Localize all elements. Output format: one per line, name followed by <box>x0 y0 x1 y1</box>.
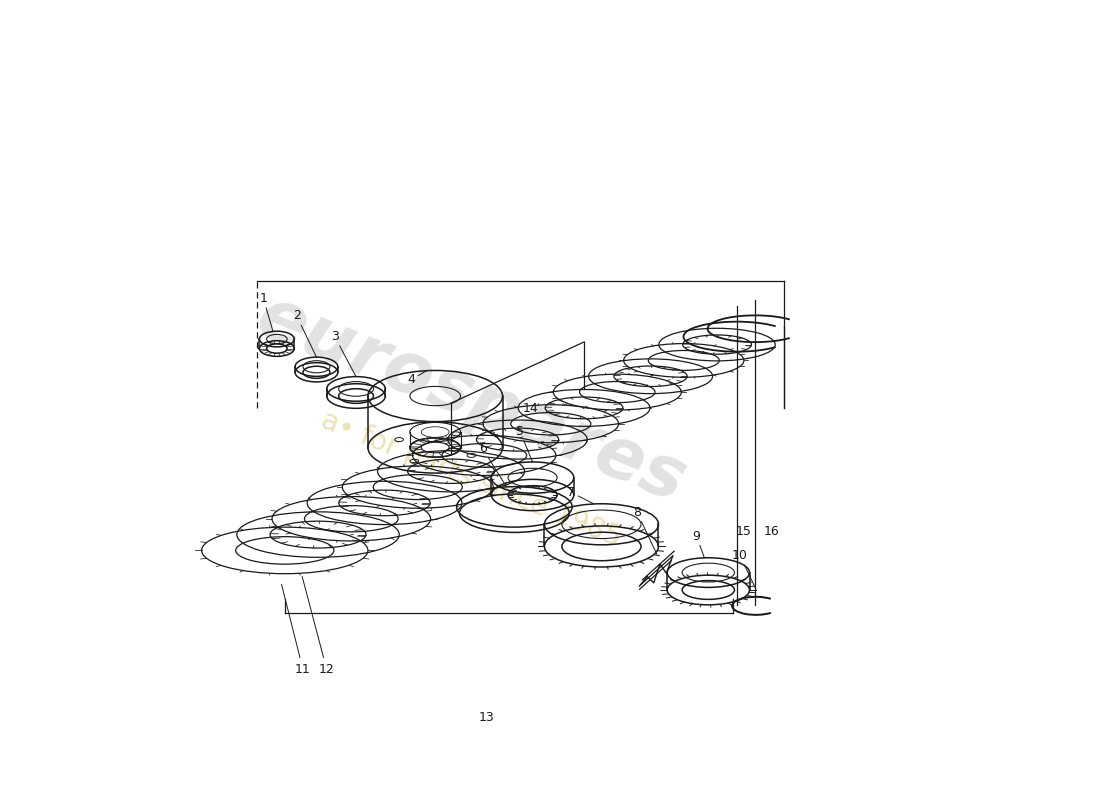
Text: 14: 14 <box>522 402 538 415</box>
Text: 2: 2 <box>293 310 317 357</box>
Text: eurospares: eurospares <box>246 282 695 518</box>
Text: 13: 13 <box>478 710 495 724</box>
Text: 16: 16 <box>763 525 780 538</box>
Text: 5: 5 <box>516 425 532 462</box>
Text: 6: 6 <box>478 442 506 486</box>
Text: 15: 15 <box>736 525 752 538</box>
Text: 3: 3 <box>331 330 356 377</box>
Text: 11: 11 <box>282 584 311 676</box>
Text: a• for parts since 1985: a• for parts since 1985 <box>317 406 625 552</box>
Text: 9: 9 <box>693 530 704 558</box>
Text: 10: 10 <box>733 550 756 589</box>
Text: 4: 4 <box>407 370 427 386</box>
Text: 12: 12 <box>302 576 334 676</box>
Text: 1: 1 <box>260 292 273 331</box>
Text: 8: 8 <box>634 506 657 554</box>
Text: 7: 7 <box>568 486 594 504</box>
